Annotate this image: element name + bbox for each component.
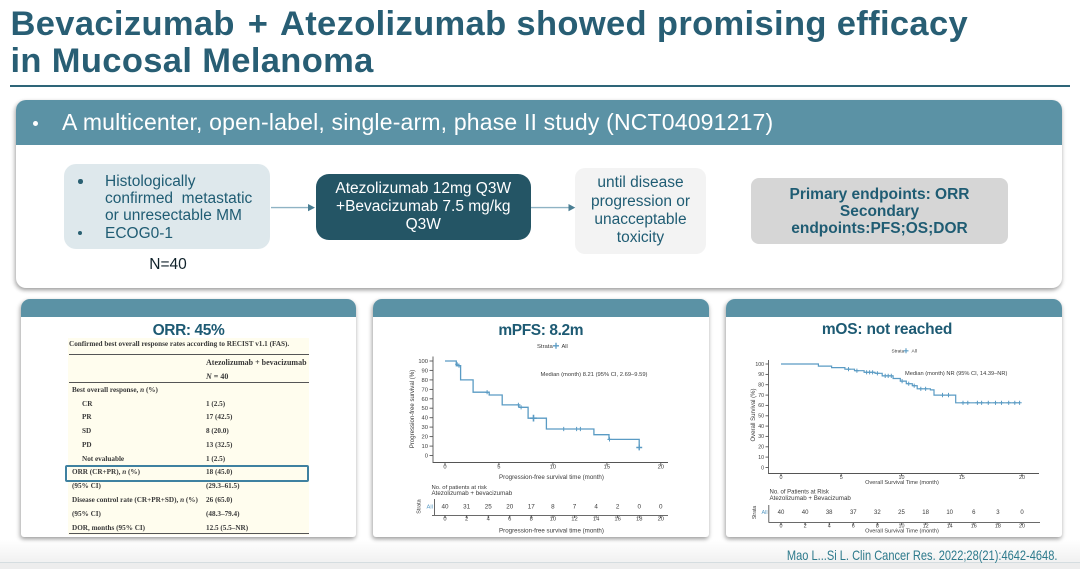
svg-text:Strata: Strata <box>417 499 423 513</box>
svg-text:20: 20 <box>422 435 428 441</box>
svg-text:80: 80 <box>758 383 764 389</box>
svg-text:12: 12 <box>923 524 929 530</box>
svg-text:20: 20 <box>1019 524 1025 530</box>
svg-text:Atezolizumab + Bevacizumab: Atezolizumab + Bevacizumab <box>770 495 852 502</box>
svg-text:17: 17 <box>528 503 536 510</box>
svg-text:Overall Survival Time (month): Overall Survival Time (month) <box>865 480 939 486</box>
svg-text:10: 10 <box>899 524 905 530</box>
svg-text:80: 80 <box>422 378 428 384</box>
svg-text:All: All <box>427 504 433 510</box>
svg-text:50: 50 <box>422 406 428 412</box>
svg-text:3: 3 <box>996 510 1000 516</box>
svg-text:20: 20 <box>658 464 664 470</box>
svg-text:14: 14 <box>593 517 600 523</box>
svg-text:18: 18 <box>636 517 642 523</box>
svg-text:Strata: Strata <box>537 344 553 350</box>
svg-text:Progression-free survival (%): Progression-free survival (%) <box>409 370 416 449</box>
svg-text:All: All <box>912 348 917 354</box>
svg-text:14: 14 <box>947 524 953 530</box>
svg-text:15: 15 <box>959 475 965 481</box>
svg-text:50: 50 <box>758 414 764 420</box>
svg-text:0: 0 <box>659 503 663 510</box>
svg-text:25: 25 <box>485 503 493 510</box>
svg-text:All: All <box>762 510 768 516</box>
svg-text:4: 4 <box>487 517 491 523</box>
svg-text:20: 20 <box>758 445 764 451</box>
svg-text:20: 20 <box>1019 475 1025 481</box>
svg-text:2: 2 <box>465 517 468 523</box>
svg-text:38: 38 <box>826 510 833 516</box>
svg-text:All: All <box>562 344 568 350</box>
svg-text:70: 70 <box>422 387 428 393</box>
svg-text:10: 10 <box>758 455 764 461</box>
svg-text:4: 4 <box>828 524 831 530</box>
svg-text:60: 60 <box>758 403 764 409</box>
svg-text:15: 15 <box>604 464 610 470</box>
svg-text:Median (month) NR (95% CI, 14.: Median (month) NR (95% CI, 14.39–NR) <box>905 371 1008 377</box>
svg-text:31: 31 <box>463 503 471 510</box>
svg-text:90: 90 <box>758 372 764 378</box>
svg-text:37: 37 <box>850 510 857 516</box>
svg-text:8: 8 <box>876 524 879 530</box>
svg-text:6: 6 <box>972 510 976 516</box>
svg-text:16: 16 <box>971 524 977 530</box>
svg-text:5: 5 <box>497 464 500 470</box>
svg-text:40: 40 <box>422 416 428 422</box>
svg-text:0: 0 <box>425 454 428 460</box>
svg-text:No. of patients at risk: No. of patients at risk <box>432 485 487 491</box>
svg-text:18: 18 <box>995 524 1001 530</box>
svg-text:25: 25 <box>898 510 905 516</box>
svg-text:0: 0 <box>761 465 764 471</box>
svg-text:10: 10 <box>550 464 556 470</box>
svg-text:Overall Survival (%): Overall Survival (%) <box>751 388 757 441</box>
svg-text:4: 4 <box>594 503 598 510</box>
svg-text:70: 70 <box>758 393 764 399</box>
svg-text:40: 40 <box>778 510 785 516</box>
svg-text:Progression-free survival time: Progression-free survival time (month) <box>499 474 604 481</box>
svg-text:8: 8 <box>530 517 533 523</box>
svg-text:100: 100 <box>418 359 428 365</box>
svg-text:0: 0 <box>1020 510 1024 516</box>
svg-text:5: 5 <box>840 475 843 481</box>
svg-text:32: 32 <box>874 510 881 516</box>
svg-text:40: 40 <box>758 424 764 430</box>
svg-text:Overall Survival Time (month): Overall Survival Time (month) <box>865 528 939 534</box>
svg-text:12: 12 <box>571 517 577 523</box>
svg-text:18: 18 <box>922 510 929 516</box>
svg-text:2: 2 <box>616 503 620 510</box>
svg-text:30: 30 <box>422 425 428 431</box>
svg-text:Atezolizumab + bevacizumab: Atezolizumab + bevacizumab <box>432 490 513 497</box>
svg-text:Progression-free survival time: Progression-free survival time (month) <box>499 528 604 535</box>
svg-text:2: 2 <box>804 524 807 530</box>
svg-text:20: 20 <box>658 517 664 523</box>
svg-text:7: 7 <box>573 503 577 510</box>
svg-text:20: 20 <box>506 503 514 510</box>
svg-text:10: 10 <box>899 475 905 481</box>
svg-text:0: 0 <box>443 464 446 470</box>
svg-text:Strata: Strata <box>892 348 905 354</box>
svg-text:0: 0 <box>443 517 446 523</box>
svg-text:60: 60 <box>422 397 428 403</box>
svg-text:40: 40 <box>441 503 449 510</box>
svg-text:40: 40 <box>802 510 809 516</box>
svg-text:100: 100 <box>755 362 764 368</box>
svg-text:0: 0 <box>780 475 783 481</box>
svg-text:6: 6 <box>852 524 855 530</box>
svg-text:No. of Patients at Risk: No. of Patients at Risk <box>770 490 830 496</box>
svg-text:10: 10 <box>422 444 428 450</box>
svg-text:Strata: Strata <box>752 506 758 520</box>
svg-text:16: 16 <box>614 517 620 523</box>
svg-text:8: 8 <box>551 503 555 510</box>
svg-text:6: 6 <box>508 517 511 523</box>
svg-text:10: 10 <box>946 510 953 516</box>
svg-text:0: 0 <box>780 524 783 530</box>
svg-text:10: 10 <box>550 517 556 523</box>
svg-text:Median (month) 8.21 (95% CI, 2: Median (month) 8.21 (95% CI, 2.69–9.59) <box>541 372 648 378</box>
svg-text:90: 90 <box>422 368 428 374</box>
svg-text:30: 30 <box>758 434 764 440</box>
svg-text:0: 0 <box>637 503 641 510</box>
